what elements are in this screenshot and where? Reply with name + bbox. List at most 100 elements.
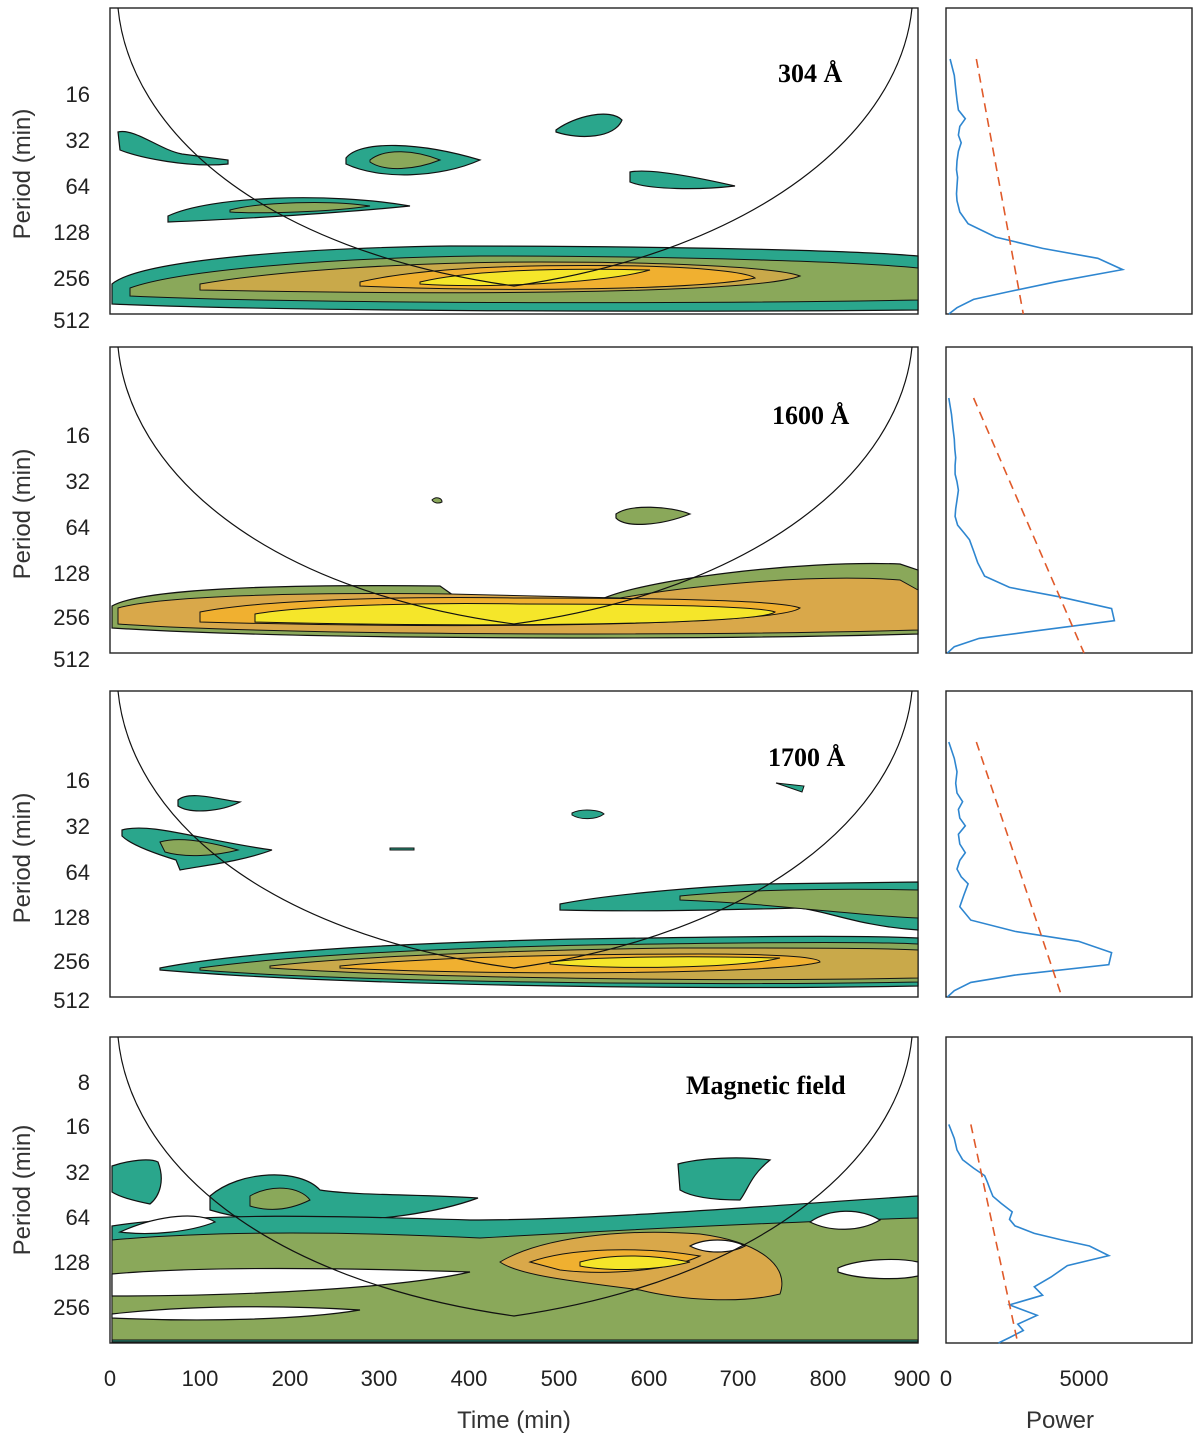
ytick-mag-32: 32 <box>66 1160 90 1185</box>
ytick-mag-256: 256 <box>53 1295 90 1320</box>
ytick-304-32: 32 <box>66 128 90 153</box>
ytick-1600-512: 512 <box>53 647 90 672</box>
xtick-600: 600 <box>631 1366 668 1391</box>
panel-1700: 1700 Å 16 32 64 128 256 512 Period (min) <box>9 690 1193 1013</box>
contour-304-a <box>117 130 229 166</box>
ytick-1700-32: 32 <box>66 814 90 839</box>
contour-304-d <box>629 170 736 190</box>
ytick-1600-64: 64 <box>66 515 90 540</box>
contour-1700-e <box>775 782 805 793</box>
power-spectrum-line-3 <box>948 1124 1112 1344</box>
cone-of-influence-1700 <box>117 690 913 969</box>
xtick-700: 700 <box>720 1366 757 1391</box>
cone-of-influence-magnetic <box>117 1036 913 1317</box>
xtick-400: 400 <box>451 1366 488 1391</box>
contour-1700-f2 <box>679 888 919 919</box>
power-tick-5000: 5000 <box>1060 1366 1109 1391</box>
xtick-900: 900 <box>894 1366 931 1391</box>
ytick-1600-256: 256 <box>53 605 90 630</box>
power-spectrum-1700 <box>946 741 1113 998</box>
panel-magnetic: Magnetic field 8 16 32 64 128 256 Period… <box>9 1036 1193 1434</box>
ytick-mag-128: 128 <box>53 1250 90 1275</box>
cone-of-influence-1600 <box>117 346 913 625</box>
power-tick-0: 0 <box>940 1366 952 1391</box>
contour-mag-c <box>677 1157 772 1201</box>
contour-1700-c <box>571 809 605 820</box>
hole-mag-d <box>808 1210 882 1230</box>
ytick-304-512: 512 <box>53 308 90 333</box>
spectrum-frame-1700 <box>945 690 1193 998</box>
panel-title-304: 304 Å <box>778 59 843 88</box>
contour-mag-a <box>111 1159 162 1205</box>
xtick-0: 0 <box>104 1366 116 1391</box>
contour-304-b2 <box>369 151 442 170</box>
ylabel-1600: Period (min) <box>9 449 36 580</box>
ytick-mag-16: 16 <box>66 1114 90 1139</box>
ylabel-magnetic: Period (min) <box>9 1125 36 1256</box>
ytick-1700-64: 64 <box>66 860 90 885</box>
ytick-mag-8: 8 <box>78 1070 90 1095</box>
ytick-1600-16: 16 <box>66 423 90 448</box>
ytick-304-64: 64 <box>66 174 90 199</box>
power-spectrum-304 <box>948 58 1126 315</box>
ylabel-304: Period (min) <box>9 109 36 240</box>
xtick-800: 800 <box>810 1366 847 1391</box>
xtick-500: 500 <box>541 1366 578 1391</box>
confidence-line-3 <box>970 1124 1019 1344</box>
contour-1700-g5 <box>549 956 781 968</box>
xticks-magnetic: 0 100 200 300 400 500 600 700 800 900 <box>104 1366 930 1391</box>
power-spectrum-magnetic <box>948 1124 1112 1344</box>
panel-title-1600: 1600 Å <box>772 401 850 430</box>
yticks-1600: 16 32 64 128 256 512 <box>53 423 90 672</box>
hole-mag-a <box>117 1215 217 1235</box>
hole-mag-f <box>837 1258 919 1280</box>
confidence-line-1 <box>972 397 1085 654</box>
yticks-magnetic: 8 16 32 64 128 256 <box>53 1070 90 1320</box>
contour-304-f5 <box>419 268 651 286</box>
panel-1600: 1600 Å 16 32 64 128 256 512 Period (min) <box>9 346 1193 672</box>
ytick-1600-32: 32 <box>66 469 90 494</box>
contour-1600-a <box>431 497 443 504</box>
xtick-200: 200 <box>272 1366 309 1391</box>
contour-1600-b <box>615 506 692 525</box>
xlabel-time: Time (min) <box>457 1407 571 1434</box>
contour-1600-c4 <box>254 602 776 626</box>
contour-mag-b2 <box>249 1187 311 1210</box>
confidence-line-0 <box>975 58 1025 315</box>
ytick-1700-256: 256 <box>53 949 90 974</box>
ytick-mag-64: 64 <box>66 1205 90 1230</box>
contours-1600 <box>111 497 919 639</box>
ytick-304-16: 16 <box>66 82 90 107</box>
spectrum-frame-304 <box>945 7 1193 315</box>
ytick-304-128: 128 <box>53 220 90 245</box>
xlabel-power: Power <box>1026 1407 1094 1434</box>
ytick-1700-512: 512 <box>53 988 90 1013</box>
yticks-1700: 16 32 64 128 256 512 <box>53 768 90 1013</box>
contours-1700 <box>121 782 919 989</box>
ytick-1600-128: 128 <box>53 561 90 586</box>
panel-304: 304 Å 16 32 64 128 256 512 Period (min) <box>9 7 1193 333</box>
hole-mag-c <box>111 1306 361 1321</box>
yticks-304: 16 32 64 128 256 512 <box>53 82 90 333</box>
ytick-1700-128: 128 <box>53 905 90 930</box>
contour-304-c <box>555 113 623 138</box>
spectrum-frame-1600 <box>945 346 1193 654</box>
cone-of-influence-304 <box>117 7 913 287</box>
hole-mag-b <box>111 1267 471 1297</box>
panel-title-1700: 1700 Å <box>768 743 846 772</box>
ytick-304-256: 256 <box>53 266 90 291</box>
power-spectrum-line-1 <box>946 397 1116 654</box>
contours-304 <box>111 113 919 312</box>
ytick-1700-16: 16 <box>66 768 90 793</box>
panel-title-magnetic: Magnetic field <box>686 1071 846 1100</box>
spectrum-frame-magnetic <box>945 1036 1193 1344</box>
xtick-100: 100 <box>182 1366 219 1391</box>
contour-1700-b2 <box>159 839 240 857</box>
power-spectrum-line-0 <box>948 58 1126 315</box>
hole-mag-e <box>688 1239 747 1253</box>
contour-1700-d <box>389 847 415 851</box>
contours-magnetic <box>111 1157 919 1343</box>
contour-mag-e3 <box>579 1255 691 1270</box>
power-spectrum-line-2 <box>946 741 1113 998</box>
